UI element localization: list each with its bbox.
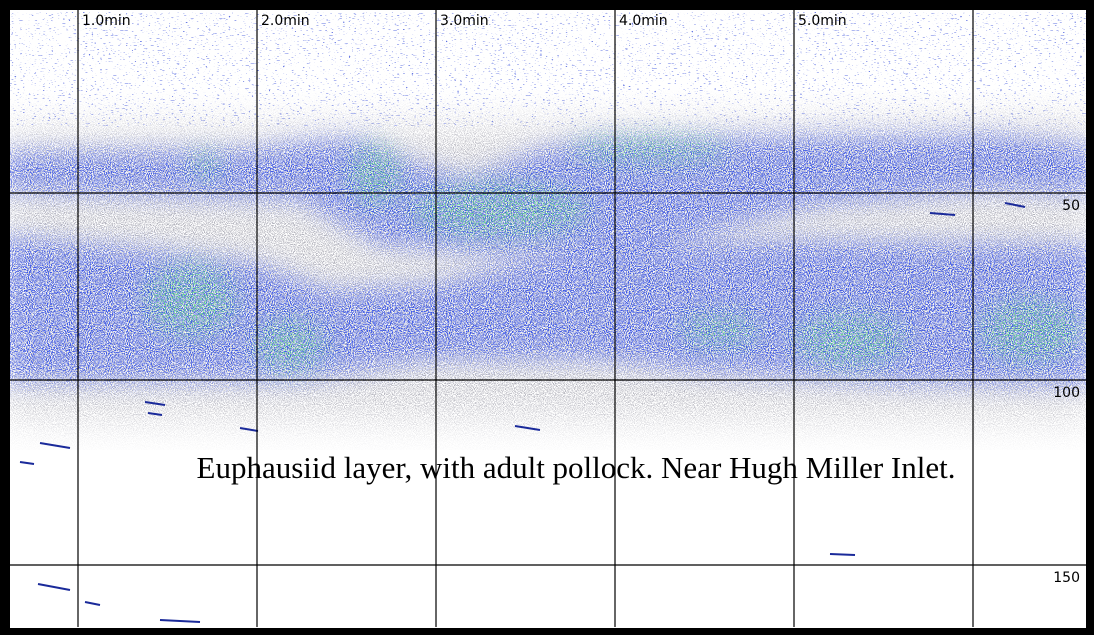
fish-trace: [829, 553, 856, 556]
time-label: 1.0min: [82, 13, 131, 29]
fish-trace: [84, 601, 101, 606]
fish-trace: [929, 212, 956, 216]
fish-trace: [514, 425, 541, 431]
depth-label: 50: [1062, 198, 1080, 214]
dense-patch: [10, 10, 1086, 627]
grid: [10, 10, 1086, 627]
time-label: 3.0min: [440, 13, 489, 29]
caption: Euphausiid layer, with adult pollock. Ne…: [197, 450, 956, 485]
depth-label: 150: [1053, 570, 1080, 586]
echo-texture: [10, 10, 1086, 627]
fish-trace: [239, 427, 259, 432]
fish-trace: [144, 401, 166, 406]
fish-trace: [19, 461, 35, 465]
fish-traces: [19, 202, 1026, 623]
time-label: 5.0min: [798, 13, 847, 29]
fish-trace: [147, 412, 163, 416]
fish-trace: [159, 619, 201, 623]
fish-trace: [1004, 202, 1026, 208]
fish-trace: [39, 442, 71, 449]
depth-label: 100: [1053, 385, 1080, 401]
time-label: 2.0min: [261, 13, 310, 29]
time-label: 4.0min: [619, 13, 668, 29]
fish-trace: [37, 583, 71, 591]
